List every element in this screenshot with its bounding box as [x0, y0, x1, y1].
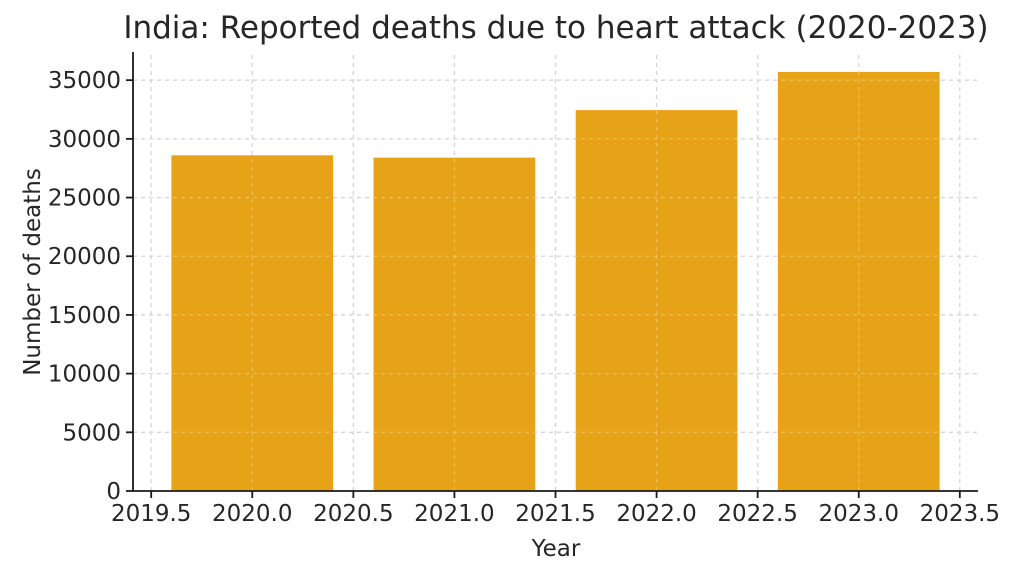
y-tick-label: 0	[106, 479, 121, 505]
x-tick-label: 2023.5	[920, 501, 1000, 527]
y-tick-label: 10000	[48, 362, 121, 388]
y-tick-label: 30000	[48, 127, 121, 153]
x-tick-label: 2020.0	[212, 501, 292, 527]
x-tick-label: 2020.5	[313, 501, 393, 527]
x-tick-labels: 2019.5 2020.0 2020.5 2021.0 2021.5 2022.0 2022…	[111, 501, 1000, 527]
chart-title: India: Reported deaths due to heart atta…	[123, 10, 988, 46]
y-tick-label: 15000	[48, 303, 121, 329]
x-axis-label: Year	[531, 536, 581, 562]
bar-2020	[171, 155, 334, 491]
y-tick-labels: 0 5000 10000 15000 20000 25000 30000 35000	[48, 68, 121, 505]
x-tick-label: 2019.5	[111, 501, 191, 527]
y-axis-label: Number of deaths	[20, 168, 46, 376]
bar-2022	[575, 110, 738, 492]
gridline-overlay	[133, 52, 978, 492]
bar-2021	[373, 157, 536, 491]
y-tick-label: 25000	[48, 186, 121, 212]
x-tick-label: 2022.0	[616, 501, 696, 527]
y-tick-label: 5000	[62, 420, 121, 446]
bars	[171, 71, 940, 492]
x-tick-label: 2023.0	[818, 501, 898, 527]
x-tick-label: 2021.5	[515, 501, 595, 527]
x-tick-label: 2021.0	[414, 501, 494, 527]
x-tick-label: 2022.5	[717, 501, 797, 527]
bar-2023	[777, 71, 940, 492]
y-tick-label: 35000	[48, 68, 121, 94]
y-tick-label: 20000	[48, 244, 121, 270]
tick-marks	[126, 79, 961, 498]
